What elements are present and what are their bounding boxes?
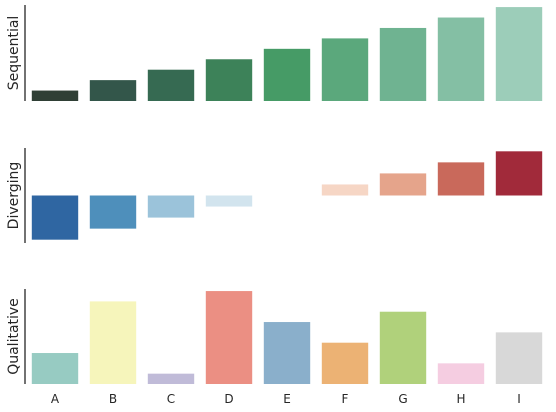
bar-g [379,27,427,102]
bar-a [31,353,79,384]
panel-sequential: Sequential [6,5,543,102]
bar-e [263,48,311,101]
bar-g [379,311,427,384]
bar-e [263,322,311,384]
bar-i [495,151,543,196]
panel-diverging: Diverging [6,148,543,243]
bar-c [147,195,195,218]
bar-f [321,38,369,101]
bar-g [379,173,427,196]
y-axis-label: Sequential [6,16,22,91]
bar-f [321,184,369,196]
bar-i [495,332,543,384]
x-tick-label: H [456,392,465,406]
panel-qualitative: Qualitative A B C D E F G H I [6,289,543,406]
x-tick-label: D [224,392,233,406]
x-tick-label: A [51,392,60,406]
bar-h [437,363,485,384]
y-axis-label: Qualitative [6,298,22,375]
x-tick-label: I [517,392,521,406]
bar-a [31,90,79,101]
bar-c [147,69,195,101]
bar-a [31,195,79,240]
y-axis-label: Diverging [6,162,22,230]
x-tick-label: F [342,392,349,406]
bar-d [205,195,253,207]
bar-b [89,195,137,229]
bar-d [205,291,253,384]
bar-h [437,17,485,101]
x-tick-label: G [398,392,407,406]
bar-i [495,7,543,101]
x-tick-label: C [167,392,175,406]
x-tick-label: B [109,392,117,406]
bar-f [321,342,369,384]
bar-h [437,162,485,196]
bar-c [147,373,195,384]
bar-b [89,301,137,384]
bar-b [89,80,137,101]
bar-d [205,59,253,101]
x-tick-label: E [283,392,291,406]
